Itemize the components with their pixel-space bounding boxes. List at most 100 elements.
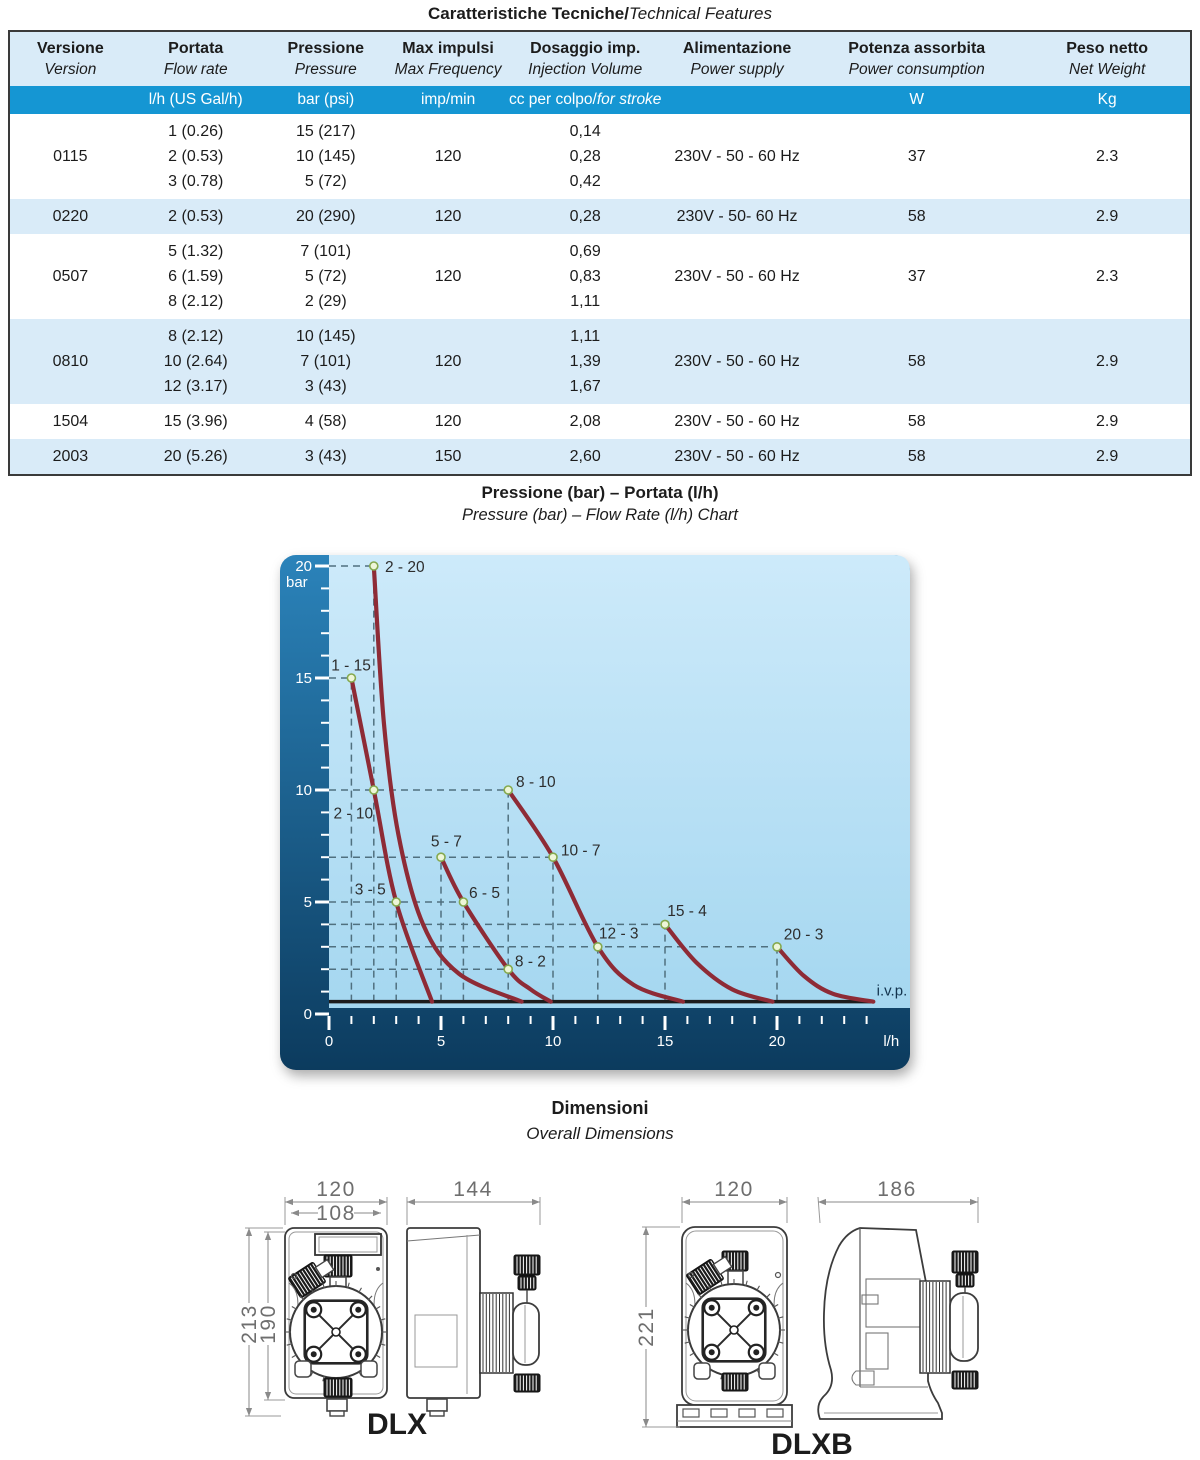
cell-pressure: 15 (217) 10 (145) 5 (72) [295, 123, 356, 190]
unit-flow: l/h (US Gal/h) [130, 86, 261, 114]
point-label: 10 - 7 [561, 842, 601, 859]
x-tick-label: 5 [437, 1033, 445, 1050]
screw-icon [687, 1271, 695, 1279]
x-tick-label: 15 [657, 1033, 674, 1050]
cell-frequency: 120 [434, 268, 462, 285]
dlx-inner-height-dim: 190 [257, 1304, 280, 1344]
dlxb-label: DLXB [771, 1428, 853, 1460]
curve-1504 [662, 922, 775, 1004]
cell-power-supply: 230V - 50 - 60 Hz [674, 448, 800, 465]
point-marker [592, 941, 603, 952]
cell-weight: 2.3 [1096, 268, 1119, 285]
table-row: 2003 20 (5.26) 3 (43) 150 2,60 230V - 50 - 60… [9, 439, 1191, 475]
y-tick-label: 5 [304, 894, 312, 911]
cell-frequency: 120 [434, 148, 462, 165]
cell-version: 0810 [52, 353, 89, 370]
cell-watts: 58 [907, 353, 926, 370]
cell-version: 0115 [53, 148, 88, 165]
cell-frequency: 120 [434, 413, 462, 430]
cell-weight: 2.9 [1096, 353, 1119, 370]
knob-icon [513, 1254, 541, 1276]
knob-icon [288, 1262, 326, 1298]
dlxb-depth-dim: 186 [877, 1178, 917, 1201]
point-label: 2 - 10 [333, 806, 373, 823]
cell-weight: 2.9 [1096, 413, 1119, 430]
point-marker [548, 852, 558, 863]
unit-watts: W [809, 86, 1025, 114]
point-marker [503, 785, 513, 795]
bellows-ribs [919, 1280, 951, 1374]
page-title-it: Caratteristiche Tecniche/ [428, 4, 629, 23]
cell-flow: 1 (0.26) 2 (0.53) 3 (0.78) [168, 123, 224, 190]
cell-dose: 1,11 1,39 1,67 [569, 328, 601, 395]
cell-pressure: 10 (145) 7 (101) 3 (43) [295, 328, 356, 395]
chart-plot-area [329, 555, 910, 1008]
cell-pressure: 20 (290) [295, 208, 356, 225]
cell-dose: 0,28 [569, 208, 601, 225]
knob-icon [955, 1273, 975, 1288]
curve-0810 [506, 787, 686, 1004]
cell-power-supply: 230V - 50 - 60 Hz [674, 268, 800, 285]
y-tick-label: 10 [295, 782, 312, 799]
bellows-ribs [479, 1292, 514, 1374]
cell-dose: 2,08 [569, 413, 601, 430]
dlxb-side-body [817, 1227, 943, 1420]
cell-frequency: 150 [434, 448, 462, 465]
cell-power-supply: 230V - 50- 60 Hz [676, 208, 798, 225]
point-label: 15 - 4 [667, 903, 707, 920]
cell-pressure: 7 (101) 5 (72) 2 (29) [300, 243, 352, 310]
curve-0115 [349, 675, 435, 1004]
knob-icon [951, 1250, 979, 1274]
y-tick-label: 15 [295, 670, 312, 687]
screw-icon [376, 1267, 380, 1271]
dlxb-height-dim: 221 [635, 1307, 658, 1347]
cell-flow: 20 (5.26) [163, 448, 228, 465]
cell-flow: 5 (1.32) 6 (1.59) 8 (2.12) [168, 243, 224, 310]
unit-empty [9, 86, 131, 114]
cell-power-supply: 230V - 50 - 60 Hz [674, 413, 800, 430]
technical-features-table: Versione Version Portata Flow rate Pressio… [8, 30, 1192, 476]
cell-weight: 2.9 [1096, 208, 1119, 225]
cell-power-supply: 230V - 50 - 60 Hz [674, 353, 800, 370]
cell-weight: 2.3 [1096, 148, 1119, 165]
y-tick-label: 0 [304, 1006, 312, 1023]
dimensions-subtitle: Overall Dimensions [526, 1124, 674, 1143]
dlxb-drawing: 120 221 186 DLXB [635, 1178, 979, 1460]
point-marker [660, 919, 670, 930]
base-plate [676, 1404, 793, 1428]
unit-empty2 [664, 86, 810, 114]
point-marker [346, 673, 357, 683]
pressure-flow-chart: i.v.p. 2 - 20 1 - 15 2 - 10 8 - 10 5 - 7 10 - … [280, 542, 910, 1070]
point-label: 6 - 5 [469, 885, 500, 902]
table-row: 0810 8 (2.12) 10 (2.64) 12 (3.17) 10 (145) 7 … [9, 319, 1191, 404]
cell-weight: 2.9 [1096, 448, 1119, 465]
chart-svg: i.v.p. 2 - 20 1 - 15 2 - 10 8 - 10 5 - 7 10 - … [280, 542, 910, 1070]
point-label: 8 - 10 [516, 774, 556, 791]
cell-watts: 37 [907, 148, 926, 165]
dlxb-front-width-dim: 120 [714, 1178, 754, 1201]
x-axis-unit: l/h [883, 1033, 899, 1050]
unit-weight: Kg [1024, 86, 1191, 114]
cell-pressure: 4 (58) [304, 413, 347, 430]
cell-flow: 15 (3.96) [163, 413, 228, 430]
unit-frequency: imp/min [390, 86, 506, 114]
y-tick-label: 20 [295, 558, 312, 575]
point-marker [503, 964, 513, 975]
dlx-front-inner-width-dim: 108 [316, 1202, 356, 1225]
col-header-portata: Portata Flow rate [130, 31, 261, 86]
cell-version: 0220 [52, 208, 89, 225]
x-tick-label: 0 [325, 1033, 333, 1050]
y-axis-unit: bar [286, 574, 308, 591]
chart-subtitle: Pressure (bar) – Flow Rate (l/h) Chart [462, 506, 738, 524]
cell-frequency: 120 [434, 353, 462, 370]
point-label: 12 - 3 [599, 925, 639, 942]
page-title-en: Technical Features [628, 4, 772, 23]
cell-dose: 0,69 0,83 1,11 [569, 243, 601, 310]
cell-version: 0507 [52, 268, 89, 285]
dlx-front-width-dim: 120 [316, 1178, 356, 1201]
point-marker [436, 852, 446, 863]
point-label: 5 - 7 [431, 834, 462, 851]
cell-frequency: 120 [434, 208, 462, 225]
table-row: 0507 5 (1.32) 6 (1.59) 8 (2.12) 7 (101) 5 (72… [9, 234, 1191, 319]
cell-flow: 8 (2.12) 10 (2.64) 12 (3.17) [163, 328, 228, 395]
